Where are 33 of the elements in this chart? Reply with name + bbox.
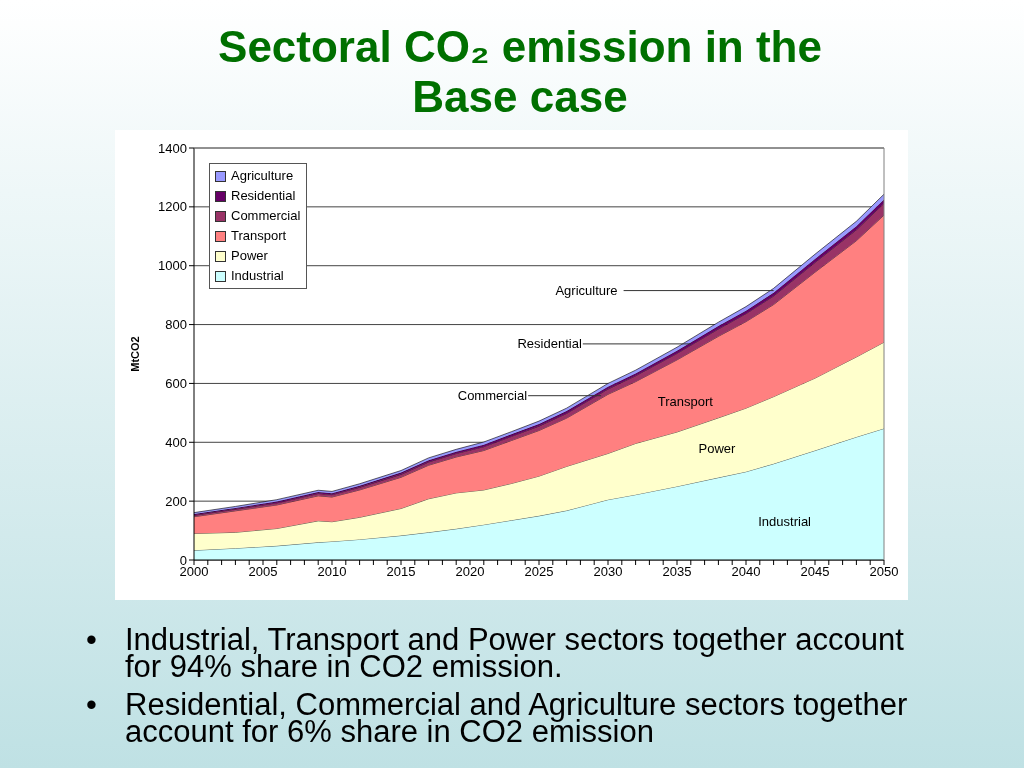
x-tick-label: 2030 [593,564,623,580]
y-tick-label: 1400 [158,140,187,156]
text: Commercial [457,388,528,404]
x-tick-label: 2005 [248,564,278,580]
x-tick-label: 2025 [524,564,554,580]
y-tick-label: 1000 [158,258,187,274]
legend-label: Residential [231,187,296,205]
legend-label: Power [231,247,268,265]
text: Power [698,440,736,456]
chart-title: Sectoral CO₂ emission in the Base case [217,22,823,122]
legend-label: Agriculture [231,167,294,185]
legend-label: Industrial [231,267,284,285]
y-tick-label: 200 [165,493,187,509]
text: Agriculture [555,283,618,299]
x-tick-label: 2035 [662,564,692,580]
x-tick-label: 2050 [869,564,899,580]
x-tick-label: 2010 [317,564,347,580]
text: Transport [657,393,713,409]
legend-label: Commercial [231,207,301,225]
text: • Industrial, Transport and Power sectors together account for 94% share in CO2 emission. [86,622,905,684]
y-tick-label: 1200 [158,199,187,215]
x-tick-label: 2020 [455,564,485,580]
x-tick-label: 2040 [731,564,761,580]
y-tick-label: 400 [165,434,187,450]
x-tick-label: 2045 [800,564,830,580]
text: • Residential, Commercial and Agriculture sectors together account for 6% share in CO2 emission [86,687,909,749]
y-axis-title: MtCO2 [129,336,141,372]
text: Residential [517,336,582,352]
text: Industrial [758,513,812,529]
x-tick-label: 2015 [386,564,416,580]
legend-label: Transport [231,227,287,245]
y-tick-label: 800 [165,317,187,333]
y-tick-label: 600 [165,376,187,392]
